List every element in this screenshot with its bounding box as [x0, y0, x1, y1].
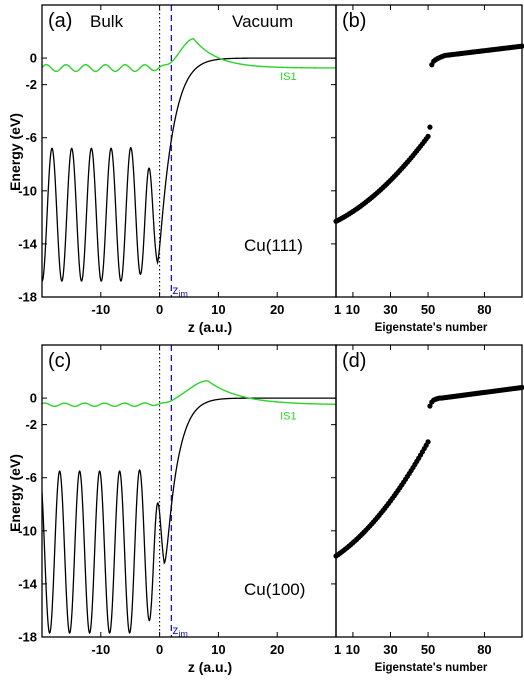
- panel-b-frame: [335, 4, 523, 298]
- panel-a-zim-subscript: im: [178, 289, 188, 299]
- panel-c-is1-line: [42, 380, 336, 408]
- panel-d-plot: 1 10 30 50 80: [333, 345, 524, 657]
- panel-b-xtick-label: 1: [334, 302, 341, 317]
- panel-a-xtick-label: -10: [91, 302, 110, 317]
- panel-d-xtick-label: 50: [421, 642, 435, 657]
- panel-a-label: (a): [48, 10, 72, 32]
- panel-d-frame: [335, 344, 523, 638]
- panel-c-ytick-label: -6: [25, 470, 37, 485]
- panel-c-bound-state-line: [42, 397, 336, 635]
- panel-d-xtick-label: 10: [346, 642, 360, 657]
- panel-c-ytick-label: -10: [18, 523, 37, 538]
- panel-c-material-label: Cu(100): [244, 580, 305, 599]
- panel-a-is1-label: IS1: [280, 71, 297, 83]
- panel-a-xtick-label: 0: [156, 302, 163, 317]
- panel-c-label: (c): [48, 350, 71, 372]
- panel-d-xtick-label: 80: [477, 642, 491, 657]
- panel-c-ytick-label: 0: [30, 391, 37, 406]
- panel-a-xlabel: z (a.u.): [188, 319, 232, 335]
- panel-b-xtick-label: 50: [421, 302, 435, 317]
- panel-c-ytick-label: -18: [18, 630, 37, 645]
- panel-d-label: (d): [342, 350, 366, 372]
- panel-a-ytick-label: -6: [25, 130, 37, 145]
- panel-d-xtick-label: 1: [334, 642, 341, 657]
- panel-b: 1 10 30 50 80 (b) Eigenstate's number: [333, 4, 524, 334]
- panel-c-xlabel: z (a.u.): [188, 659, 232, 675]
- panel-a-series-group: [42, 5, 336, 297]
- panel-b-xtick-label: 10: [346, 302, 360, 317]
- panel-a-xtick-label: 20: [270, 302, 284, 317]
- panel-c-xtick-label: 0: [156, 642, 163, 657]
- panel-c-zim-subscript: im: [178, 629, 188, 639]
- panel-a-is1-line: [42, 38, 336, 73]
- panel-b-eigenstate-point: [425, 133, 431, 139]
- panel-c-ytick-label: -2: [25, 417, 37, 432]
- panel-d-xtick-label: 30: [383, 642, 397, 657]
- panel-c-xtick-label: -10: [91, 642, 110, 657]
- panel-b-xtick-label: 80: [477, 302, 491, 317]
- panel-d-eigenstate-point: [427, 403, 433, 409]
- panel-a-ytick-label: -10: [18, 183, 37, 198]
- panel-c-ytick-label: -14: [18, 576, 38, 591]
- panel-a-material-label: Cu(111): [244, 236, 303, 255]
- panel-a-vacuum-label: Vacuum: [232, 12, 293, 31]
- panel-b-xlabel: Eigenstate's number: [375, 322, 488, 334]
- panel-c-is1-label: IS1: [280, 410, 297, 422]
- panel-a-ytick-label: -2: [25, 77, 37, 92]
- panel-a-xtick-label: 10: [211, 302, 225, 317]
- panel-a-ylabel: Energy (eV): [7, 113, 23, 191]
- panel-b-label: (b): [342, 10, 366, 32]
- panel-a-ytick-label: 0: [30, 51, 37, 66]
- panel-a-bulk-label: Bulk: [90, 12, 124, 31]
- panel-b-xtick-label: 30: [383, 302, 397, 317]
- panel-c-xtick-label: 20: [270, 642, 284, 657]
- panel-d-eigenstate-point: [425, 439, 431, 445]
- panel-b-plot: 1 10 30 50 80: [333, 5, 524, 317]
- panel-a-ytick-label: -18: [18, 290, 37, 305]
- panel-c-series-group: [42, 345, 336, 637]
- panel-b-eigenstate-point: [427, 124, 433, 130]
- panel-a-bound-state-line: [42, 57, 336, 282]
- panel-c-ylabel: Energy (eV): [7, 454, 23, 532]
- panel-a-ytick-label: -14: [18, 236, 38, 251]
- panel-d-xlabel: Eigenstate's number: [375, 662, 488, 674]
- panel-d: 1 10 30 50 80 (d) Eigenstate's number: [333, 344, 524, 674]
- panel-c-xtick-label: 10: [211, 642, 225, 657]
